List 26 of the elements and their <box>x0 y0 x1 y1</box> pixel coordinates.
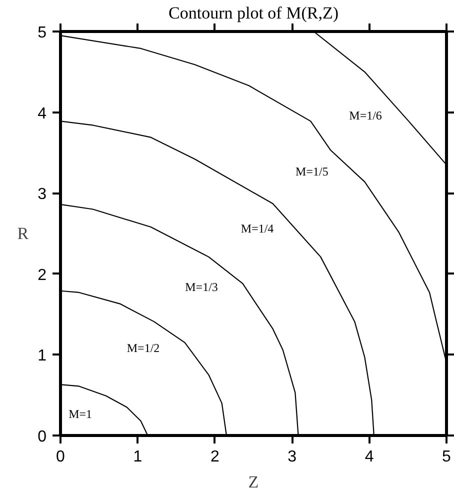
x-tick-label: 0 <box>56 448 66 466</box>
line-series <box>313 32 446 166</box>
line-series <box>60 120 374 436</box>
x-tick-label: 2 <box>210 448 220 466</box>
x-axis-title: Z <box>248 472 259 492</box>
series-label: M=1 <box>68 406 92 421</box>
series-label: M=1/6 <box>349 108 382 122</box>
y-tick-label: 4 <box>38 105 47 122</box>
series-label: M=1/2 <box>126 340 160 355</box>
y-tick-label: 2 <box>38 266 47 284</box>
chart-title: Contourn plot of M(R,Z) <box>168 4 339 22</box>
line-series <box>60 290 228 436</box>
x-tick-label: 1 <box>133 448 142 466</box>
y-tick-label: 3 <box>38 186 47 204</box>
series-label: M=1/4 <box>240 222 274 236</box>
x-tick-label: 3 <box>288 448 297 466</box>
y-tick-label: 0 <box>38 428 47 446</box>
series-label: M=1/3 <box>185 280 218 294</box>
y-tick-label: 5 <box>38 24 47 42</box>
y-tick-label: 1 <box>38 348 47 365</box>
x-tick-label: 4 <box>364 448 374 466</box>
line-series <box>60 204 299 436</box>
line-series <box>60 384 148 436</box>
series-label: M=1/5 <box>296 164 328 178</box>
y-axis-title: R <box>17 224 30 243</box>
x-tick-label: 5 <box>442 448 452 466</box>
